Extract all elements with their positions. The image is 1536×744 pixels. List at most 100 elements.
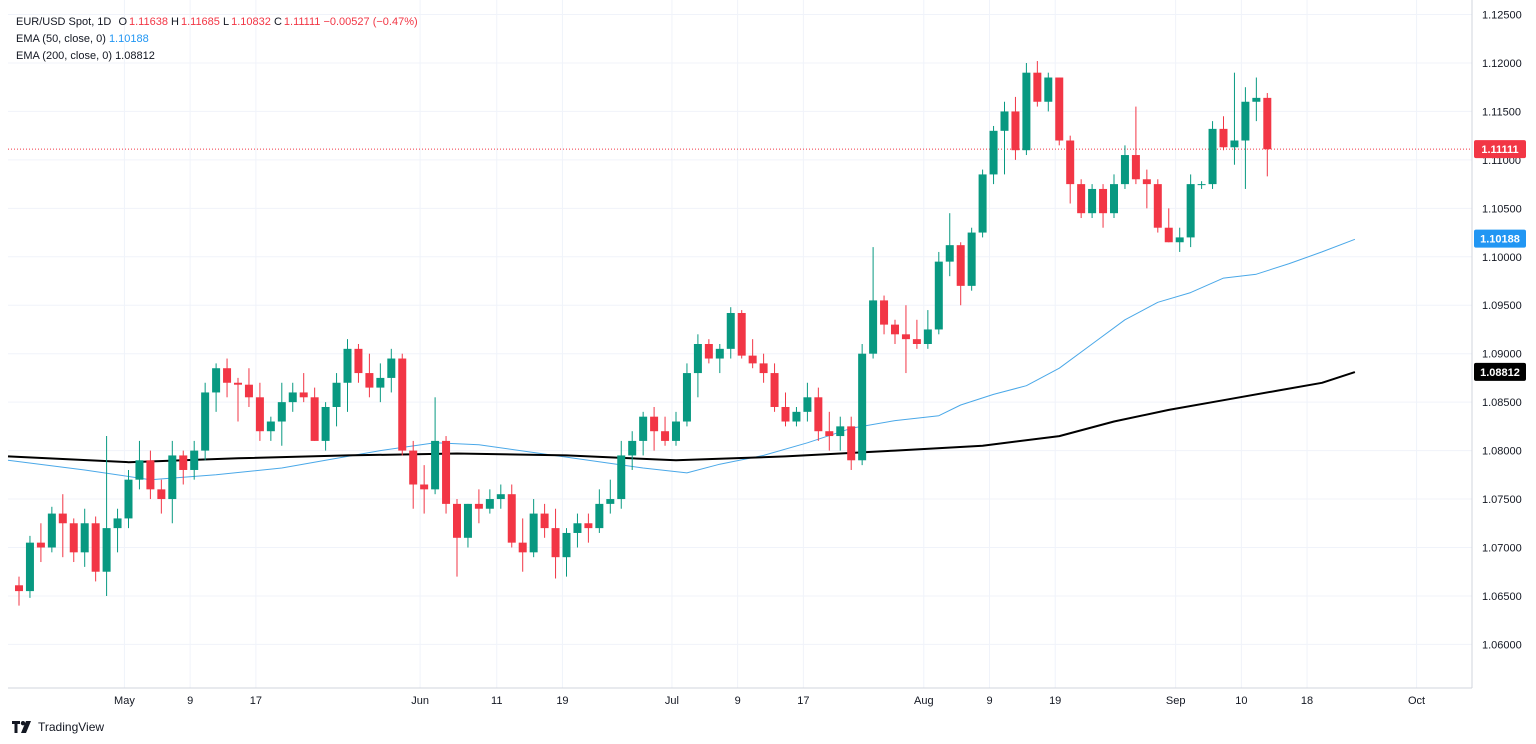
tradingview-brand[interactable]: TradingView (12, 720, 104, 734)
candle-body-up[interactable] (836, 426, 845, 437)
candle-body-up[interactable] (387, 358, 396, 378)
candle-body-down[interactable] (912, 339, 921, 344)
candle-body-down[interactable] (814, 397, 823, 432)
candle-body-up[interactable] (376, 377, 385, 388)
candle-body-up[interactable] (485, 499, 494, 509)
candle-body-down[interactable] (398, 358, 407, 451)
candle-body-up[interactable] (343, 348, 352, 383)
ema50-line[interactable] (7, 238, 1356, 481)
candle-body-up[interactable] (628, 440, 637, 456)
candle-body-down[interactable] (179, 455, 188, 470)
candle-body-up[interactable] (529, 513, 538, 553)
candle-body-up[interactable] (869, 300, 878, 354)
candle-body-up[interactable] (266, 421, 275, 432)
candle-body-down[interactable] (956, 245, 965, 286)
candle-body-down[interactable] (770, 373, 779, 407)
candle-body-down[interactable] (365, 373, 374, 388)
legend-symbol[interactable]: EUR/USD Spot, 1D (16, 16, 112, 28)
candle-body-up[interactable] (1241, 101, 1250, 141)
candle-body-up[interactable] (934, 261, 943, 330)
candle-body-down[interactable] (551, 528, 560, 558)
candle-body-down[interactable] (146, 460, 155, 490)
candle-body-down[interactable] (244, 384, 253, 398)
candle-body-down[interactable] (223, 368, 232, 383)
candle-body-up[interactable] (124, 479, 133, 519)
candle-body-up[interactable] (332, 382, 341, 407)
candle-body-up[interactable] (321, 406, 330, 441)
candle-body-down[interactable] (1142, 179, 1151, 185)
candle-body-down[interactable] (474, 503, 483, 509)
candle-body-down[interactable] (453, 503, 461, 538)
candle-body-down[interactable] (825, 431, 834, 437)
candle-body-up[interactable] (617, 455, 626, 500)
candle-body-down[interactable] (1153, 184, 1162, 228)
candle-body-up[interactable] (1208, 128, 1217, 185)
candle-body-up[interactable] (693, 344, 702, 374)
candle-body-down[interactable] (880, 300, 889, 325)
candle-body-down[interactable] (781, 406, 790, 422)
candle-body-up[interactable] (726, 312, 735, 349)
candle-body-up[interactable] (573, 523, 582, 533)
legend-ema50-row[interactable]: EMA (50, close, 0) 1.10188 (16, 31, 418, 48)
candle-body-down[interactable] (507, 494, 516, 543)
candle-body-down[interactable] (1077, 184, 1086, 214)
candle-body-down[interactable] (36, 542, 45, 548)
candle-body-down[interactable] (15, 585, 23, 592)
candle-body-down[interactable] (1219, 128, 1228, 148)
candle-body-down[interactable] (69, 523, 78, 553)
candle-body-down[interactable] (442, 440, 451, 504)
candle-body-down[interactable] (1066, 140, 1075, 185)
candle-body-up[interactable] (113, 518, 122, 529)
candle-body-down[interactable] (901, 334, 910, 340)
candle-body-down[interactable] (310, 397, 319, 441)
candle-body-up[interactable] (989, 130, 998, 175)
candle-body-down[interactable] (584, 523, 593, 529)
candle-body-up[interactable] (858, 353, 867, 461)
candle-body-down[interactable] (661, 431, 670, 441)
candle-body-up[interactable] (135, 460, 144, 480)
candle-body-up[interactable] (168, 455, 177, 500)
candle-body-up[interactable] (1000, 111, 1009, 131)
candle-body-down[interactable] (1131, 155, 1140, 180)
candle-body-up[interactable] (606, 499, 615, 504)
candle-body-up[interactable] (25, 542, 34, 592)
candle-body-up[interactable] (682, 373, 691, 422)
legend-ema200-row[interactable]: EMA (200, close, 0) 1.08812 (16, 48, 418, 65)
candle-body-down[interactable] (650, 416, 659, 432)
candle-body-up[interactable] (80, 523, 89, 553)
candle-body-up[interactable] (792, 411, 801, 422)
candle-body-down[interactable] (157, 489, 166, 500)
candle-body-up[interactable] (496, 494, 505, 500)
candle-body-up[interactable] (212, 368, 221, 393)
candle-body-up[interactable] (978, 174, 987, 233)
candle-body-up[interactable] (102, 528, 111, 572)
candle-body-down[interactable] (891, 324, 899, 335)
candle-body-up[interactable] (1022, 72, 1031, 151)
candle-body-down[interactable] (540, 513, 549, 529)
candle-body-down[interactable] (1263, 97, 1272, 150)
candle-body-down[interactable] (518, 542, 527, 553)
candle-body-up[interactable] (1120, 155, 1129, 185)
candle-body-up[interactable] (1044, 77, 1053, 102)
candle-body-down[interactable] (1055, 77, 1064, 141)
candle-body-down[interactable] (737, 312, 746, 356)
candle-body-down[interactable] (58, 513, 67, 524)
candle-body-up[interactable] (945, 245, 954, 262)
ema200-line[interactable] (7, 371, 1356, 464)
candle-body-down[interactable] (420, 484, 429, 490)
candle-body-down[interactable] (1011, 111, 1020, 151)
candle-body-down[interactable] (748, 355, 757, 364)
candle-body-up[interactable] (923, 329, 932, 344)
candle-body-up[interactable] (463, 503, 472, 538)
candle-body-up[interactable] (201, 392, 210, 451)
candle-body-up[interactable] (1110, 184, 1118, 214)
candle-body-up[interactable] (47, 513, 56, 548)
candle-body-up[interactable] (672, 421, 680, 441)
candle-body-down[interactable] (91, 523, 100, 572)
candle-body-up[interactable] (595, 503, 604, 529)
candle-body-down[interactable] (1099, 188, 1108, 214)
candle-body-down[interactable] (759, 363, 768, 374)
candle-body-down[interactable] (847, 426, 856, 461)
candle-body-up[interactable] (1186, 184, 1195, 238)
